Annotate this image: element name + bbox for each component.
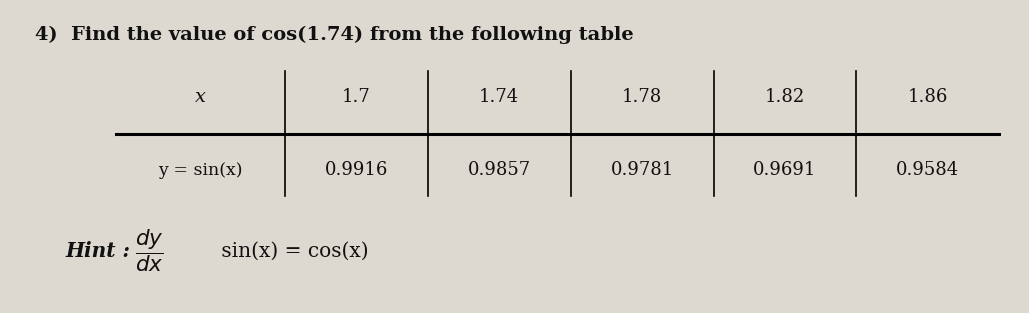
Text: 1.74: 1.74: [480, 88, 520, 106]
Text: 0.9584: 0.9584: [896, 161, 959, 179]
Text: 1.82: 1.82: [765, 88, 805, 106]
Text: 0.9857: 0.9857: [467, 161, 531, 179]
Text: 4)  Find the value of cos(1.74) from the following table: 4) Find the value of cos(1.74) from the …: [35, 25, 634, 44]
Text: 0.9781: 0.9781: [610, 161, 674, 179]
Text: 0.9691: 0.9691: [753, 161, 817, 179]
Text: 1.7: 1.7: [342, 88, 370, 106]
Text: $\dfrac{dy}{dx}$: $\dfrac{dy}{dx}$: [135, 228, 164, 274]
Text: x: x: [196, 88, 206, 106]
Text: 1.78: 1.78: [622, 88, 663, 106]
Text: Hint :: Hint :: [66, 241, 137, 261]
Text: sin(x) = cos(x): sin(x) = cos(x): [215, 241, 369, 260]
Text: 0.9916: 0.9916: [324, 161, 388, 179]
Text: y = sin(x): y = sin(x): [158, 162, 243, 179]
Text: 1.86: 1.86: [908, 88, 948, 106]
